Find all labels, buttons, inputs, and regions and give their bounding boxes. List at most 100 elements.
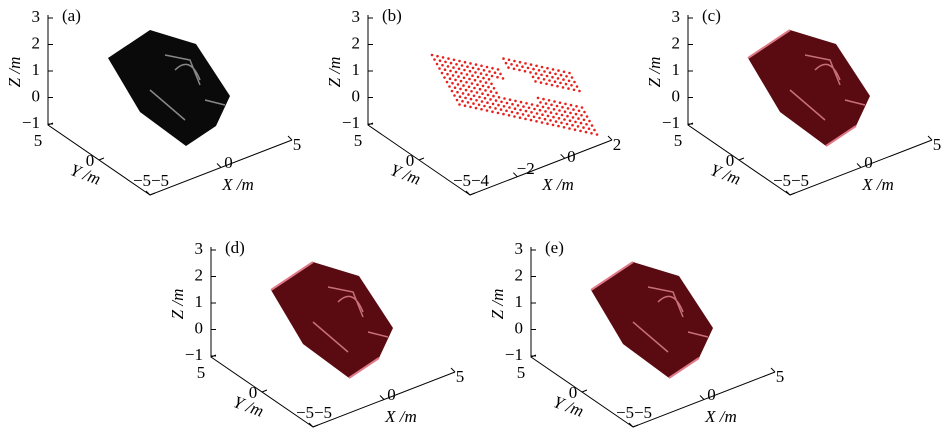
point bbox=[491, 67, 494, 70]
point bbox=[489, 106, 492, 109]
y-tick bbox=[99, 158, 104, 160]
point bbox=[544, 110, 547, 113]
point bbox=[505, 62, 508, 65]
point bbox=[555, 113, 558, 116]
panel-label: (c) bbox=[702, 6, 721, 25]
x-tick bbox=[700, 396, 704, 400]
z-tick-label: 0 bbox=[32, 86, 41, 105]
point bbox=[519, 61, 522, 64]
point bbox=[487, 86, 490, 89]
x-tick-label: 2 bbox=[613, 135, 622, 154]
point bbox=[460, 72, 463, 75]
z-tick-label: 0 bbox=[672, 86, 681, 105]
point bbox=[517, 104, 520, 107]
point bbox=[541, 66, 544, 69]
point-cloud bbox=[108, 30, 230, 146]
point bbox=[588, 128, 591, 131]
point bbox=[456, 91, 459, 94]
point bbox=[513, 68, 516, 71]
point bbox=[450, 62, 453, 65]
point bbox=[529, 71, 532, 74]
point bbox=[462, 92, 465, 95]
point bbox=[449, 77, 452, 80]
point bbox=[583, 111, 586, 114]
x-tick bbox=[288, 136, 292, 140]
point bbox=[489, 98, 492, 101]
point bbox=[451, 90, 454, 93]
point bbox=[530, 111, 533, 114]
point bbox=[448, 85, 451, 88]
point bbox=[557, 125, 560, 128]
point bbox=[471, 74, 474, 77]
x-tick-label: −5 bbox=[151, 171, 169, 190]
point bbox=[568, 80, 571, 83]
panel: 3210−1Z /m50−5Y /m−505X /m(a) bbox=[5, 6, 301, 195]
y-tick-label: −5 bbox=[296, 403, 314, 422]
point bbox=[499, 73, 502, 76]
point bbox=[535, 72, 538, 75]
point bbox=[485, 74, 488, 77]
point bbox=[563, 118, 566, 121]
panel-label: (e) bbox=[545, 238, 564, 257]
point bbox=[524, 118, 527, 121]
point bbox=[433, 58, 436, 61]
point bbox=[503, 97, 506, 100]
point bbox=[581, 106, 584, 109]
point bbox=[519, 109, 522, 112]
point bbox=[577, 125, 580, 128]
point bbox=[511, 103, 514, 106]
point bbox=[469, 106, 472, 109]
point bbox=[522, 113, 525, 116]
point bbox=[480, 108, 483, 111]
point bbox=[553, 108, 556, 111]
point bbox=[530, 119, 533, 122]
point bbox=[495, 92, 498, 95]
x-tick-label: 5 bbox=[776, 367, 785, 386]
point bbox=[458, 103, 461, 106]
point bbox=[453, 59, 456, 62]
point bbox=[568, 72, 571, 75]
z-tick-label: 3 bbox=[672, 7, 681, 26]
point bbox=[490, 90, 493, 93]
point bbox=[455, 63, 458, 66]
point bbox=[478, 96, 481, 99]
point bbox=[562, 78, 565, 81]
x-tick bbox=[928, 136, 932, 140]
point bbox=[461, 100, 464, 103]
point bbox=[572, 108, 575, 111]
panel-label: (a) bbox=[62, 6, 81, 25]
point bbox=[492, 95, 495, 98]
point bbox=[546, 122, 549, 125]
z-tick-label: −1 bbox=[505, 345, 523, 364]
panel: 3210−1Z /m50−5Y /m−505X /m(d) bbox=[168, 238, 464, 427]
point bbox=[456, 99, 459, 102]
point bbox=[482, 85, 485, 88]
z-tick-label: 2 bbox=[515, 265, 524, 284]
y-tick-label: −5 bbox=[616, 403, 634, 422]
point bbox=[567, 87, 570, 90]
point bbox=[459, 95, 462, 98]
y-tick-label: 5 bbox=[197, 363, 206, 382]
point bbox=[478, 104, 481, 107]
z-tick-label: 1 bbox=[515, 292, 524, 311]
point bbox=[476, 83, 479, 86]
x-tick bbox=[380, 396, 384, 400]
point bbox=[436, 55, 439, 58]
point bbox=[583, 119, 586, 122]
point bbox=[497, 112, 500, 115]
point bbox=[463, 69, 466, 72]
y-tick-label: −5 bbox=[133, 171, 151, 190]
y-tick bbox=[582, 390, 587, 392]
point bbox=[558, 117, 561, 120]
point bbox=[475, 63, 478, 66]
point bbox=[518, 69, 521, 72]
point bbox=[522, 105, 525, 108]
point bbox=[444, 61, 447, 64]
point bbox=[544, 118, 547, 121]
point bbox=[453, 94, 456, 97]
x-tick-label: −4 bbox=[471, 171, 490, 190]
point bbox=[473, 95, 476, 98]
z-tick-label: 0 bbox=[352, 86, 361, 105]
point bbox=[463, 77, 466, 80]
point bbox=[541, 121, 544, 124]
